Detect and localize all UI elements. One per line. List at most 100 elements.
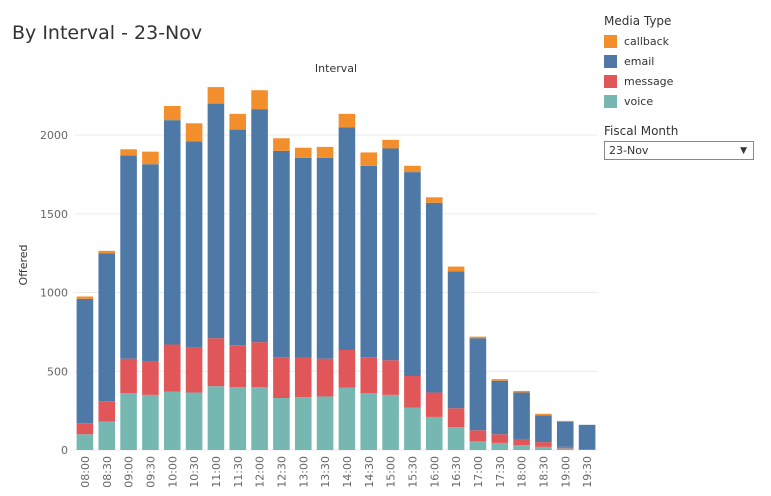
- x-tick-label: 16:00: [428, 456, 441, 488]
- bar-email-1700: [469, 338, 487, 431]
- bar-voice-1300: [294, 397, 312, 450]
- bar-email-1200: [251, 109, 268, 343]
- bar-voice-1430: [360, 393, 378, 450]
- bar-voice-1600: [425, 416, 443, 450]
- bar-voice-1230: [273, 398, 290, 450]
- legend-item-message[interactable]: message: [604, 71, 764, 91]
- bar-callback-0800: [76, 296, 94, 299]
- bar-message-1000: [163, 344, 181, 392]
- x-tick-label: 08:30: [101, 456, 114, 488]
- bar-email-1730: [491, 380, 509, 435]
- bar-voice-1800: [513, 445, 530, 450]
- x-tick-label: 18:30: [537, 456, 550, 488]
- bar-message-1800: [513, 438, 530, 446]
- bar-callback-1330: [316, 146, 334, 158]
- bar-email-1100: [207, 103, 225, 339]
- bar-voice-0900: [120, 393, 137, 450]
- y-tick-label: 500: [47, 365, 68, 378]
- fiscal-month-filter: Fiscal Month 23-Nov ▼: [604, 124, 754, 160]
- legend-label-email: email: [624, 54, 655, 68]
- x-tick-label: 12:30: [275, 456, 288, 488]
- legend-swatch-email: [604, 54, 617, 68]
- bar-voice-1500: [382, 394, 399, 450]
- bar-callback-1730: [491, 379, 509, 381]
- bar-callback-1900: [556, 420, 574, 422]
- bar-email-1130: [229, 129, 247, 346]
- chevron-down-icon: ▼: [740, 145, 747, 156]
- bar-message-1730: [491, 434, 509, 443]
- bar-message-1130: [229, 345, 247, 388]
- bar-callback-1800: [513, 390, 530, 393]
- y-tick-label: 2000: [40, 129, 68, 142]
- bar-email-1030: [185, 141, 203, 348]
- legend-swatch-message: [604, 74, 617, 88]
- bar-callback-1630: [447, 266, 465, 272]
- legend-item-voice[interactable]: voice: [604, 91, 764, 111]
- bar-voice-1000: [163, 391, 181, 450]
- bar-callback-1430: [360, 152, 378, 166]
- legend-swatch-callback: [604, 34, 617, 48]
- bar-email-1500: [382, 148, 399, 361]
- y-tick-label: 1500: [40, 208, 68, 221]
- bar-callback-1000: [163, 105, 181, 121]
- bar-email-1230: [273, 150, 290, 358]
- x-tick-label: 16:30: [450, 456, 463, 488]
- y-axis-label: Offered: [17, 244, 30, 285]
- bar-voice-1530: [404, 407, 421, 450]
- legend-title: Media Type: [604, 14, 672, 28]
- bar-voice-1030: [185, 392, 203, 450]
- bar-voice-1630: [447, 427, 465, 450]
- x-tick-label: 10:00: [166, 456, 179, 488]
- bar-email-1630: [447, 271, 465, 409]
- bar-voice-0800: [76, 434, 94, 450]
- bar-email-1830: [535, 415, 552, 443]
- bar-message-1400: [338, 350, 356, 388]
- x-tick-label: 08:00: [79, 456, 92, 488]
- x-tick-label: 19:30: [581, 456, 594, 488]
- bar-message-1430: [360, 357, 378, 394]
- bar-email-1600: [425, 202, 443, 393]
- bar-message-1830: [535, 442, 552, 447]
- bar-message-1530: [404, 376, 421, 408]
- bar-voice-1130: [229, 387, 247, 450]
- bar-email-0830: [98, 253, 116, 402]
- legend-item-callback[interactable]: callback: [604, 31, 764, 51]
- x-tick-label: 11:00: [210, 456, 223, 488]
- bar-message-1230: [273, 357, 290, 399]
- bar-voice-1330: [316, 396, 334, 450]
- bar-message-1700: [469, 430, 487, 442]
- x-tick-label: 15:30: [406, 456, 419, 488]
- legend-label-callback: callback: [624, 34, 670, 48]
- bar-callback-1700: [469, 336, 487, 339]
- legend-swatch-voice: [604, 94, 617, 108]
- bar-callback-1300: [294, 147, 312, 158]
- bar-callback-1500: [382, 139, 399, 149]
- bar-callback-1600: [425, 197, 443, 203]
- page-title: By Interval - 23-Nov: [12, 22, 203, 44]
- y-tick-label: 0: [61, 444, 68, 457]
- bar-callback-0930: [142, 151, 159, 165]
- bar-email-1330: [316, 157, 334, 359]
- bar-voice-1730: [491, 442, 509, 450]
- bar-callback-1400: [338, 113, 356, 128]
- legend-label-voice: voice: [624, 94, 654, 108]
- bar-callback-1030: [185, 123, 203, 142]
- bar-message-1200: [251, 342, 268, 388]
- y-tick-label: 1000: [40, 287, 68, 300]
- bar-voice-1100: [207, 386, 225, 450]
- bar-message-0930: [142, 361, 159, 395]
- bar-voice-0930: [142, 394, 159, 450]
- fiscal-month-dropdown[interactable]: 23-Nov ▼: [604, 141, 754, 160]
- bar-email-1000: [163, 120, 181, 345]
- bar-email-1300: [294, 157, 312, 358]
- bar-callback-1100: [207, 87, 225, 104]
- chart-title: Interval: [315, 62, 357, 75]
- bar-email-1530: [404, 172, 421, 376]
- x-tick-label: 14:30: [363, 456, 376, 488]
- bar-callback-1230: [273, 138, 290, 151]
- bar-message-1930: [578, 449, 596, 450]
- legend-label-message: message: [624, 74, 674, 88]
- x-tick-label: 10:30: [188, 456, 201, 488]
- legend-item-email[interactable]: email: [604, 51, 764, 71]
- bar-callback-1530: [404, 165, 421, 173]
